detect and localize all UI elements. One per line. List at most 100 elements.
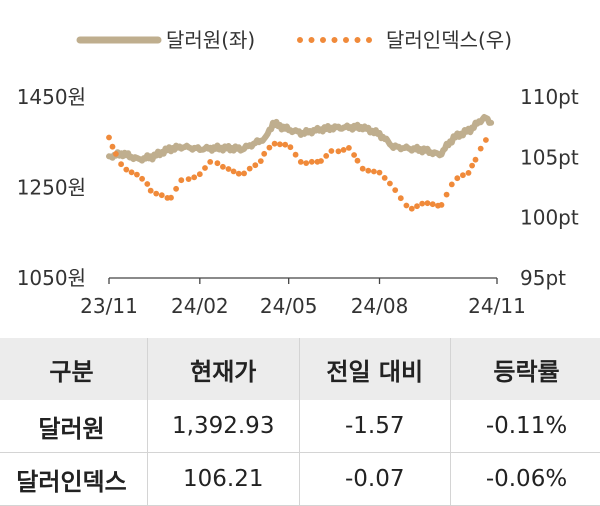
table-row: 달러인덱스 106.21 -0.07 -0.06%	[0, 453, 600, 506]
dxy-point	[478, 146, 484, 152]
dxy-point	[261, 151, 267, 157]
dxy-point	[173, 186, 179, 192]
dxy-point	[215, 160, 221, 166]
series-dots-dxy	[106, 135, 489, 212]
dxy-point	[483, 137, 489, 143]
dxy-point	[123, 167, 129, 173]
dxy-point	[258, 158, 264, 164]
table-header-row: 구분 현재가 전일 대비 등락률	[0, 338, 600, 400]
header-category: 구분	[0, 338, 148, 400]
dxy-point	[355, 158, 361, 164]
dxy-point	[371, 169, 377, 175]
y-left-tick-label: 1050원	[17, 266, 86, 290]
dxy-point	[159, 192, 165, 198]
dxy-point	[148, 188, 154, 194]
dxy-point	[288, 144, 294, 150]
header-rate: 등락률	[451, 338, 600, 400]
dxy-point	[220, 164, 226, 170]
dxy-point	[473, 157, 479, 163]
dxy-point	[449, 182, 455, 188]
y-right-tick-label: 105pt	[520, 145, 579, 169]
y-axis-right: 110pt 105pt 100pt 95pt	[520, 85, 579, 290]
dxy-point	[414, 203, 420, 209]
row-name: 달러원	[0, 400, 148, 453]
y-axis-left: 1450원 1250원 1050원	[17, 85, 86, 290]
dxy-point	[360, 166, 366, 172]
dxy-point	[336, 148, 342, 154]
dxy-point	[318, 158, 324, 164]
y-left-tick-label: 1250원	[17, 176, 86, 200]
dxy-point	[118, 161, 124, 167]
dxy-point	[298, 159, 304, 165]
dxy-point	[309, 159, 315, 165]
dxy-point	[329, 148, 335, 154]
dxy-point	[341, 147, 347, 153]
dxy-point	[469, 163, 475, 169]
dxy-point	[106, 135, 112, 141]
dxy-point	[398, 195, 404, 201]
header-price: 현재가	[148, 338, 300, 400]
dxy-point	[113, 151, 119, 157]
dxy-point	[392, 187, 398, 193]
dxy-point	[365, 168, 371, 174]
dxy-point	[153, 191, 159, 197]
table-row: 달러원 1,392.93 -1.57 -0.11%	[0, 400, 600, 453]
y-right-tick-label: 95pt	[520, 266, 566, 290]
dxy-point	[241, 171, 247, 177]
dxy-point	[454, 175, 460, 181]
y-right-tick-label: 100pt	[520, 206, 579, 230]
dxy-point	[430, 201, 436, 207]
row-price: 1,392.93	[148, 400, 300, 453]
quote-table: 구분 현재가 전일 대비 등락률 달러원 1,392.93 -1.57 -0.1…	[0, 338, 600, 506]
x-tick-label: 24/02	[171, 294, 229, 318]
dxy-point	[346, 145, 352, 151]
row-rate: -0.06%	[451, 453, 600, 506]
row-rate: -0.11%	[451, 400, 600, 453]
dxy-point	[272, 141, 278, 147]
dxy-point	[409, 206, 415, 212]
dxy-point	[226, 166, 232, 172]
dxy-point	[129, 169, 135, 175]
dxy-point	[466, 170, 472, 176]
dxy-point	[197, 171, 203, 177]
dxy-point	[247, 166, 253, 172]
dxy-point	[351, 152, 357, 158]
dxy-point	[178, 177, 184, 183]
dxy-point	[236, 171, 242, 177]
dxy-point	[387, 181, 393, 187]
dxy-point	[134, 172, 140, 178]
dxy-point	[186, 176, 192, 182]
dxy-point	[444, 192, 450, 198]
y-right-tick-label: 110pt	[520, 85, 579, 109]
dxy-point	[293, 152, 299, 158]
dxy-point	[425, 200, 431, 206]
dxy-point	[323, 153, 329, 159]
legend-label-dxy: 달러인덱스(우)	[386, 28, 512, 52]
dxy-point	[282, 142, 288, 148]
series-line-usdkrw	[109, 117, 491, 161]
row-change: -0.07	[299, 453, 451, 506]
dxy-point	[168, 195, 174, 201]
x-tick-label: 24/08	[351, 294, 409, 318]
dxy-point	[202, 165, 208, 171]
dxy-point	[404, 203, 410, 209]
chart-legend: 달러원(좌) 달러인덱스(우)	[80, 28, 512, 52]
y-left-tick-label: 1450원	[17, 85, 86, 109]
plot-area	[106, 117, 491, 212]
x-tick-label: 24/05	[260, 294, 318, 318]
dxy-point	[303, 160, 309, 166]
dxy-point	[277, 141, 283, 147]
dxy-point	[267, 145, 273, 151]
dxy-point	[377, 170, 383, 176]
dxy-point	[207, 159, 213, 165]
dxy-point	[231, 169, 237, 175]
dxy-point	[139, 176, 145, 182]
dxy-point	[439, 202, 445, 208]
row-change: -1.57	[299, 400, 451, 453]
dxy-point	[460, 172, 466, 178]
row-name: 달러인덱스	[0, 453, 148, 506]
header-change: 전일 대비	[299, 338, 451, 400]
